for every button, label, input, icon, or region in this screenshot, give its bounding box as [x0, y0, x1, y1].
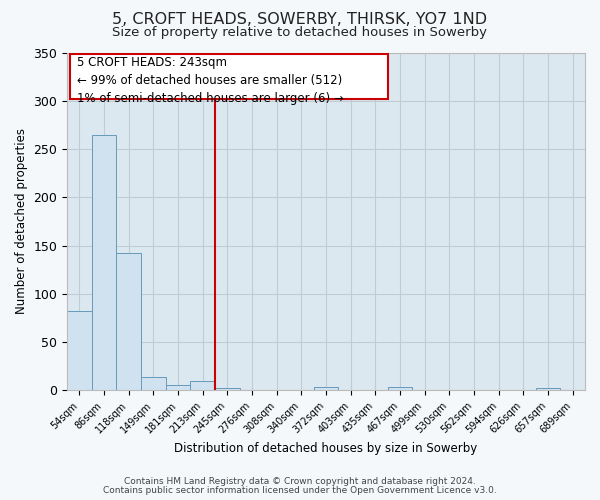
Bar [215, 388, 240, 390]
X-axis label: Distribution of detached houses by size in Sowerby: Distribution of detached houses by size … [175, 442, 478, 455]
Bar [388, 386, 412, 390]
Bar [116, 254, 141, 390]
Bar [190, 381, 215, 390]
Bar [92, 134, 116, 390]
Bar [314, 386, 338, 390]
Text: Contains public sector information licensed under the Open Government Licence v3: Contains public sector information licen… [103, 486, 497, 495]
Text: Contains HM Land Registry data © Crown copyright and database right 2024.: Contains HM Land Registry data © Crown c… [124, 477, 476, 486]
Text: 5 CROFT HEADS: 243sqm
← 99% of detached houses are smaller (512)
1% of semi-deta: 5 CROFT HEADS: 243sqm ← 99% of detached … [77, 56, 344, 105]
FancyBboxPatch shape [70, 54, 388, 99]
Bar [536, 388, 560, 390]
Bar [67, 312, 92, 390]
Y-axis label: Number of detached properties: Number of detached properties [15, 128, 28, 314]
Text: Size of property relative to detached houses in Sowerby: Size of property relative to detached ho… [113, 26, 487, 39]
Text: 5, CROFT HEADS, SOWERBY, THIRSK, YO7 1ND: 5, CROFT HEADS, SOWERBY, THIRSK, YO7 1ND [112, 12, 488, 28]
Bar [141, 377, 166, 390]
Bar [166, 384, 190, 390]
